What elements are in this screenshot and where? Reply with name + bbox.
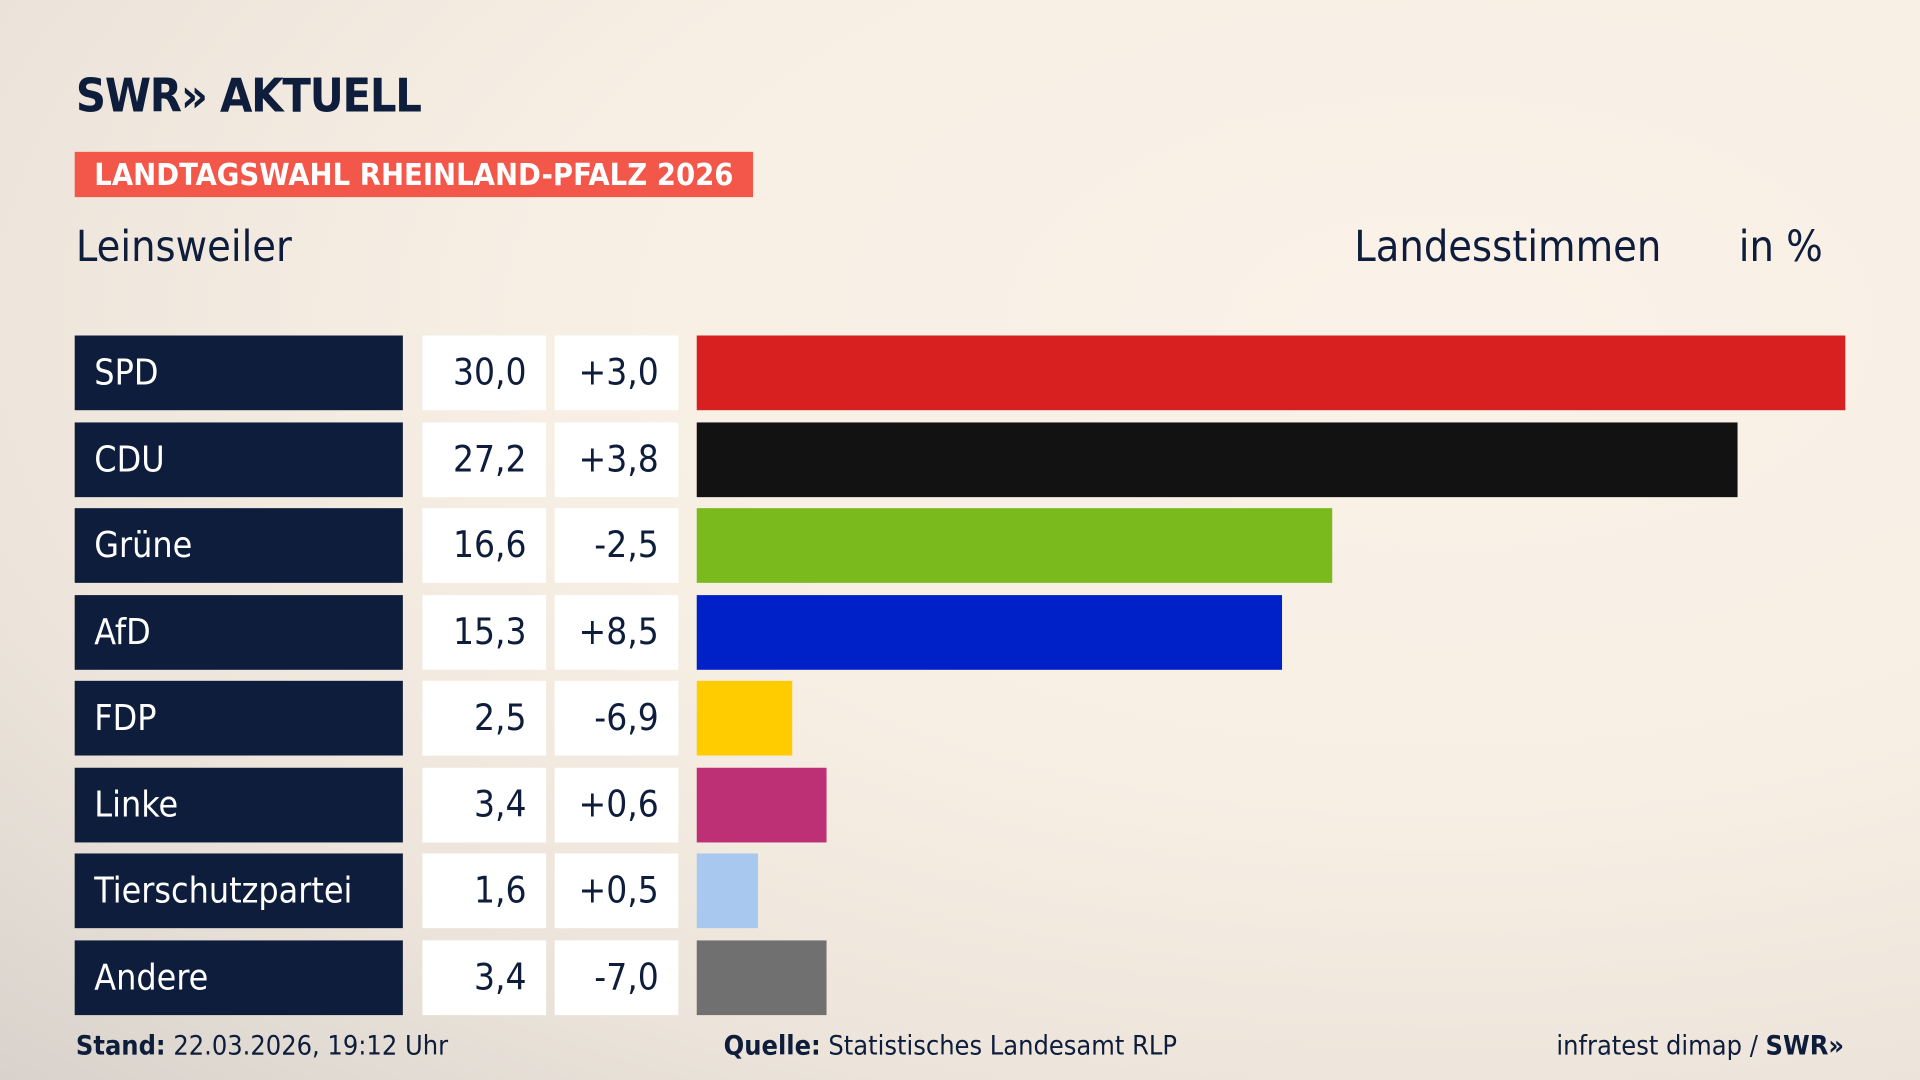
bar [696, 939, 827, 1015]
stand-label: Stand: [75, 1031, 166, 1062]
bar [696, 853, 758, 929]
credit: infratest dimap / SWR» [1556, 1031, 1844, 1062]
value-label: 3,4 [422, 767, 547, 842]
change-label: -7,0 [554, 939, 679, 1015]
timestamp: Stand: 22.03.2026, 19:12 Uhr [76, 1031, 448, 1062]
party-label: SPD [74, 335, 403, 411]
bar [696, 508, 1333, 583]
stand-value: 22.03.2026, 19:12 Uhr [165, 1031, 449, 1062]
change-label: -6,9 [554, 680, 679, 756]
change-label: +0,6 [554, 767, 679, 842]
swr-logo: SWR» [1765, 1031, 1845, 1062]
change-label: +0,5 [554, 853, 679, 929]
unit-label: in % [1738, 222, 1823, 272]
change-label: +8,5 [554, 594, 679, 670]
change-label: -2,5 [554, 508, 679, 583]
value-label: 30,0 [422, 335, 547, 411]
bar [696, 594, 1283, 670]
source: Quelle: Statistisches Landesamt RLP [724, 1031, 1177, 1062]
value-label: 27,2 [422, 421, 547, 497]
bar [696, 767, 827, 842]
party-label: Tierschutzpartei [74, 853, 403, 929]
value-label: 16,6 [422, 508, 547, 583]
place-title: Leinsweiler [75, 222, 292, 272]
change-label: +3,8 [554, 421, 679, 497]
bar [696, 680, 793, 756]
swr-aktuell-logo: SWR» AKTUELL [75, 68, 422, 123]
source-value: Statistisches Landesamt RLP [820, 1031, 1178, 1062]
value-label: 2,5 [422, 680, 547, 756]
change-label: +3,0 [554, 335, 679, 411]
value-label: 1,6 [422, 853, 547, 929]
party-label: CDU [74, 421, 403, 497]
value-label: 3,4 [422, 939, 547, 1015]
value-label: 15,3 [422, 594, 547, 670]
bar [696, 335, 1846, 411]
party-label: Andere [74, 939, 403, 1015]
party-label: FDP [74, 680, 403, 756]
party-label: Linke [74, 767, 403, 842]
metric-label: Landesstimmen [1354, 222, 1662, 272]
credit-text: infratest dimap / [1556, 1031, 1766, 1062]
party-label: Grüne [74, 508, 403, 583]
source-label: Quelle: [723, 1031, 821, 1062]
election-badge: LANDTAGSWAHL RHEINLAND-PFALZ 2026 [74, 151, 754, 198]
party-label: AfD [74, 594, 403, 670]
bar [696, 421, 1739, 497]
